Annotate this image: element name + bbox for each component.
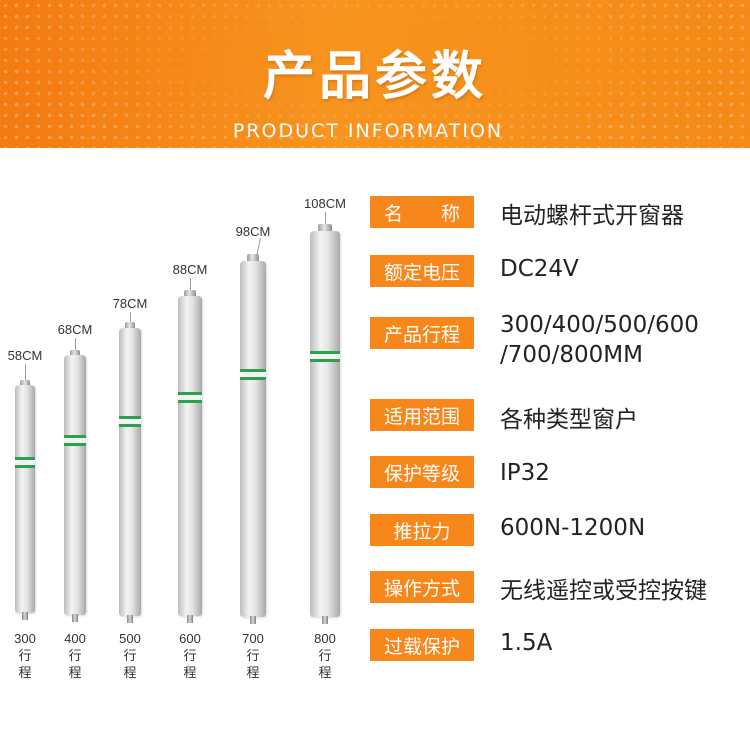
rod-cap (184, 290, 196, 297)
spec-label: 推拉力 (370, 514, 474, 546)
length-label: 58CM (7, 348, 43, 363)
cable-icon (130, 312, 131, 324)
stroke-value: 700 (242, 631, 264, 646)
spec-label: 适用范围 (370, 399, 474, 431)
actuator-body (310, 231, 340, 617)
label-band (240, 369, 266, 380)
label-band (15, 457, 35, 468)
stroke-label: 700 行程 (242, 630, 264, 681)
page-subtitle: PRODUCT INFORMATION (232, 120, 504, 142)
actuator-body (178, 296, 202, 616)
stroke-value: 400 (64, 631, 86, 646)
stroke-value: 600 (179, 631, 201, 646)
page-title: 产品参数 (262, 47, 487, 107)
stroke-label: 400 行程 (64, 630, 86, 681)
actuator-body (64, 355, 86, 615)
stroke-label: 800 行程 (314, 630, 336, 681)
stroke-value: 800 (314, 631, 336, 646)
length-label: 98CM (235, 224, 271, 239)
stroke-unit: 行程 (68, 648, 82, 680)
label-band (119, 416, 141, 427)
spec-label-part: 称 (440, 202, 460, 225)
spec-label: 名 称 (370, 196, 474, 228)
label-band (64, 435, 86, 446)
rod-pin (187, 615, 193, 623)
spec-value: 1.5A (500, 630, 553, 656)
spec-value: IP32 (500, 460, 550, 486)
rod-pin (22, 612, 28, 620)
rod-cap (70, 350, 80, 356)
rod-cap (125, 322, 135, 329)
stroke-label: 300 行程 (14, 630, 36, 681)
spec-label: 额定电压 (370, 255, 474, 287)
spec-value: /700/800MM (500, 342, 643, 368)
label-band (310, 351, 340, 362)
label-band (178, 392, 202, 403)
spec-value: 无线遥控或受控按键 (500, 578, 707, 604)
stroke-label: 600 行程 (179, 630, 201, 681)
rod-cap (20, 380, 30, 386)
rod-pin (127, 615, 133, 623)
length-label: 88CM (172, 262, 208, 277)
stroke-value: 500 (119, 631, 141, 646)
actuator-body (15, 385, 35, 613)
spec-value: 300/400/500/600 (500, 312, 699, 338)
cable-icon (190, 278, 191, 292)
stroke-unit: 行程 (318, 648, 332, 680)
spec-label: 产品行程 (370, 317, 474, 349)
stroke-label: 500 行程 (119, 630, 141, 681)
rod-pin (72, 614, 78, 622)
rod-cap (247, 254, 259, 262)
spec-label: 过载保护 (370, 629, 474, 661)
actuator-body (240, 261, 266, 617)
stroke-value: 300 (14, 631, 36, 646)
stroke-unit: 行程 (183, 648, 197, 680)
length-label: 68CM (57, 322, 93, 337)
spec-value: 电动螺杆式开窗器 (500, 203, 684, 229)
actuator-body (119, 328, 141, 616)
cable-icon (325, 212, 326, 226)
spec-label: 保护等级 (370, 456, 474, 488)
rod-cap (318, 224, 332, 232)
stroke-unit: 行程 (246, 648, 260, 680)
spec-value: DC24V (500, 256, 579, 282)
stroke-unit: 行程 (123, 648, 137, 680)
rod-pin (250, 616, 256, 624)
spec-value: 各种类型窗户 (500, 407, 638, 433)
spec-value: 600N-1200N (500, 515, 646, 541)
rod-pin (322, 616, 328, 624)
spec-label: 操作方式 (370, 571, 474, 603)
length-label: 108CM (304, 196, 346, 211)
cable-icon (25, 364, 26, 382)
stroke-unit: 行程 (18, 648, 32, 680)
length-label: 78CM (112, 296, 148, 311)
cable-icon (75, 338, 76, 352)
dot-pattern (0, 0, 750, 148)
spec-label-part: 名 (384, 202, 404, 225)
header-banner: 产品参数 PRODUCT INFORMATION (0, 0, 750, 148)
